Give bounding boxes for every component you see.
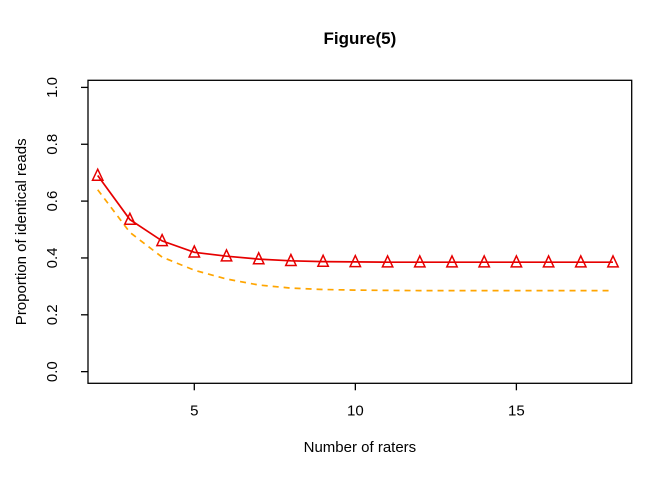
triangle-marker (284, 252, 298, 267)
triangle-marker (606, 254, 620, 268)
triangle-marker (477, 254, 491, 268)
triangle-marker (187, 244, 201, 258)
y-tick-label: 0.4 (44, 248, 61, 269)
triangle-marker (91, 167, 105, 181)
triangle-marker (123, 211, 137, 226)
plot-border (87, 79, 633, 384)
x-axis-label: Number of raters (304, 439, 417, 456)
triangle-marker (348, 253, 362, 268)
y-tick-label: 0.8 (44, 134, 61, 155)
orange-dashed-line-path (97, 189, 613, 292)
y-tick-label: 0.6 (44, 191, 61, 212)
triangle-marker (220, 248, 233, 262)
triangle-marker (445, 254, 459, 268)
triangle-marker (155, 232, 169, 247)
plot-area: 5 10 15 0.0 0.2 0.4 0.6 0.8 1.0 (44, 77, 633, 419)
red-solid-triangle-line-path (97, 174, 613, 264)
triangle-marker (542, 254, 555, 268)
y-axis-label: Proportion of identical reads (13, 138, 30, 325)
triangle-marker (574, 254, 588, 268)
y-tick-label: 1.0 (44, 77, 61, 98)
x-tick-label: 10 (347, 402, 364, 419)
triangle-marker (252, 251, 266, 265)
x-tick-label: 15 (508, 402, 525, 419)
y-tick-label: 0.0 (44, 361, 61, 382)
y-tick-label: 0.2 (44, 304, 61, 325)
triangle-marker (413, 254, 427, 268)
triangle-marker (381, 254, 394, 268)
chart-title: Figure(5) (324, 29, 397, 48)
triangle-marker (316, 253, 330, 268)
x-tick-label: 5 (190, 402, 198, 419)
triangle-marker (510, 254, 523, 268)
